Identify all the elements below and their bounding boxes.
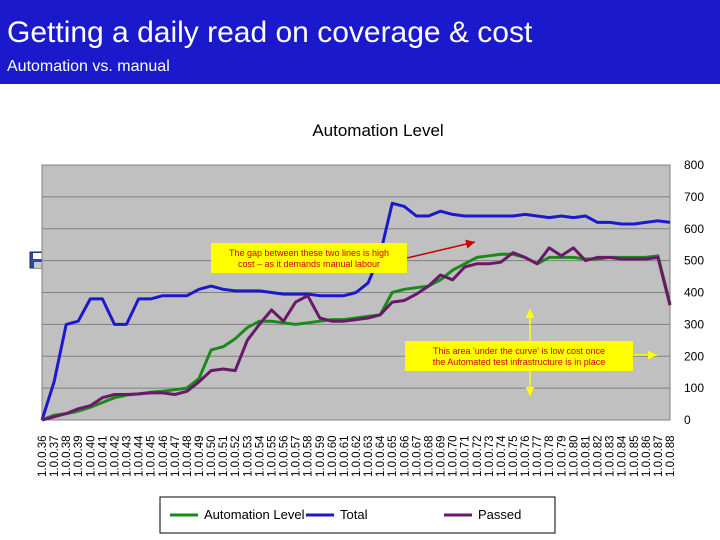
y-tick-label: 200	[684, 349, 704, 363]
print-icon[interactable]	[51, 250, 71, 270]
x-tick-label: 1.0.0.42	[109, 435, 121, 477]
legend-box	[159, 496, 556, 534]
series-line-automation-level	[41, 252, 672, 422]
x-tick-label: 1.0.0.65	[387, 435, 399, 477]
x-tick-label: 1.0.0.67	[411, 435, 423, 477]
x-tick-label: 1.0.0.77	[532, 435, 544, 477]
x-tick-label: 1.0.0.73	[484, 435, 496, 477]
x-tick-label: 1.0.0.82	[593, 435, 605, 477]
chart-legend: Automation Level Total Passed	[159, 496, 556, 534]
x-tick-label: 1.0.0.37	[49, 435, 61, 477]
y-tick-label: 400	[684, 286, 704, 300]
y-tick-label: 700	[684, 190, 704, 204]
x-tick-label: 1.0.0.86	[641, 435, 653, 477]
y-tick-label: 100	[684, 381, 704, 395]
slide-subtitle: Automation vs. manual	[7, 58, 170, 75]
x-tick-label: 1.0.0.70	[448, 435, 460, 477]
y-tick-label: 500	[684, 254, 704, 268]
x-tick-label: 1.0.0.80	[568, 435, 580, 477]
x-tick-label: 1.0.0.52	[230, 435, 242, 477]
slide-title: Getting a daily read on coverage & cost	[7, 16, 533, 49]
legend-label: Automation Level	[204, 507, 305, 522]
x-tick-label: 1.0.0.76	[520, 435, 532, 477]
curve-callout-text: This area 'under the curve' is low cost …	[433, 346, 606, 367]
plot-area	[41, 164, 671, 421]
series-line-passed	[41, 246, 672, 422]
x-tick-label: 1.0.0.69	[436, 435, 448, 477]
x-tick-label: 1.0.0.64	[375, 435, 387, 477]
x-tick-label: 1.0.0.83	[605, 435, 617, 477]
x-tick-label: 1.0.0.53	[242, 435, 254, 477]
x-tick-label: 1.0.0.60	[327, 435, 339, 477]
x-tick-label: 1.0.0.88	[665, 435, 677, 477]
x-tick-label: 1.0.0.48	[182, 435, 194, 477]
chart-title: Automation Level	[312, 121, 443, 140]
x-tick-label: 1.0.0.85	[629, 435, 641, 477]
x-tick-label: 1.0.0.43	[122, 435, 134, 477]
x-tick-label: 1.0.0.66	[399, 435, 411, 477]
x-tick-label: 1.0.0.75	[508, 435, 520, 477]
x-tick-label: 1.0.0.57	[291, 435, 303, 477]
x-tick-label: 1.0.0.61	[339, 435, 351, 477]
x-tick-label: 1.0.0.51	[218, 435, 230, 477]
x-tick-label: 1.0.0.68	[423, 435, 435, 477]
x-tick-label: 1.0.0.54	[254, 435, 266, 477]
y-tick-label: 800	[684, 158, 704, 172]
x-tick-label: 1.0.0.72	[472, 435, 484, 477]
legend-label: Total	[340, 507, 368, 522]
x-tick-label: 1.0.0.81	[580, 435, 592, 477]
series-line-total	[40, 201, 671, 421]
x-tick-label: 1.0.0.47	[170, 435, 182, 477]
x-tick-label: 1.0.0.41	[97, 435, 109, 477]
x-tick-label: 1.0.0.78	[544, 435, 556, 477]
export-icon[interactable]	[97, 250, 117, 270]
x-tick-label: 1.0.0.63	[363, 435, 375, 477]
x-tick-label: 1.0.0.38	[61, 435, 73, 477]
curve-callout-box	[405, 341, 633, 371]
x-tick-label: 1.0.0.55	[266, 435, 278, 477]
x-tick-label: 1.0.0.46	[158, 435, 170, 477]
y-tick-label: 600	[684, 222, 704, 236]
x-tick-label: 1.0.0.40	[85, 435, 97, 477]
x-tick-label: 1.0.0.84	[617, 435, 629, 477]
x-tick-label: 1.0.0.50	[206, 435, 218, 477]
slide-header: Getting a daily read on coverage & cost …	[0, 0, 720, 84]
y-tick-label: 300	[684, 317, 704, 331]
legend-label: Passed	[478, 507, 521, 522]
x-tick-label: 1.0.0.59	[315, 435, 327, 477]
x-tick-label: 1.0.0.56	[279, 435, 291, 477]
x-tick-label: 1.0.0.44	[134, 435, 146, 477]
x-tick-label: 1.0.0.74	[496, 435, 508, 477]
email-icon[interactable]	[74, 250, 94, 270]
x-tick-label: 1.0.0.79	[556, 435, 568, 477]
x-tick-label: 1.0.0.49	[194, 435, 206, 477]
x-tick-label: 1.0.0.36	[37, 435, 49, 477]
x-tick-label: 1.0.0.62	[351, 435, 363, 477]
gap-arrow	[406, 239, 476, 259]
gap-callout-box	[211, 243, 407, 273]
y-tick-label: 0	[684, 413, 691, 427]
x-tick-label: 1.0.0.45	[146, 435, 158, 477]
gap-callout-text: The gap between these two lines is high c…	[229, 248, 389, 269]
save-icon[interactable]	[28, 250, 48, 270]
x-tick-label: 1.0.0.58	[303, 435, 315, 477]
x-tick-label: 1.0.0.39	[73, 435, 85, 477]
chart-toolbar	[28, 250, 117, 274]
x-tick-label: 1.0.0.87	[653, 435, 665, 477]
x-tick-label: 1.0.0.71	[460, 435, 472, 477]
